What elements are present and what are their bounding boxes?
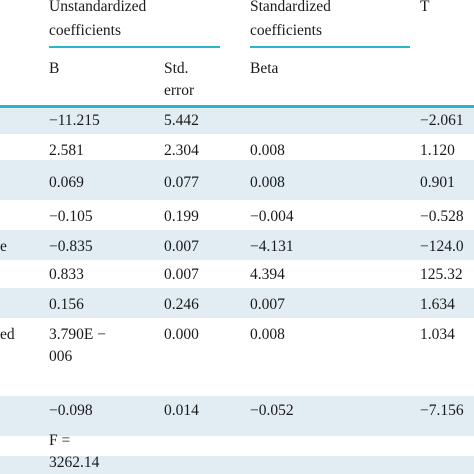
row-band <box>0 288 474 318</box>
table-cell-beta: 0.008 <box>250 174 285 191</box>
table-cell-b: 0.833 <box>49 266 84 283</box>
std-error-header-line1: Std. <box>164 60 189 77</box>
table-cell-t: −0.528 <box>420 208 464 225</box>
table-cell-t: −2.061 <box>420 112 464 129</box>
table-cell-b: 0.069 <box>49 174 84 191</box>
row-band <box>0 230 474 260</box>
table-cell-t: 125.32 <box>420 266 463 283</box>
table-cell-beta: −4.131 <box>250 238 294 255</box>
table-cell-se: 0.007 <box>164 238 199 255</box>
table-cell-se: 0.014 <box>164 402 199 419</box>
table-cell-b: 2.581 <box>49 142 84 159</box>
standardized-header-line2: coefficients <box>250 22 323 39</box>
header-bottom-rule <box>0 105 474 108</box>
table-cell-t: −7.156 <box>420 402 464 419</box>
unstandardized-header-line1: Unstandardized <box>49 0 147 15</box>
table-cell-se: 0.246 <box>164 296 199 313</box>
table-cell-t: 1.634 <box>420 296 455 313</box>
row-band <box>0 456 474 474</box>
table-cell-beta: −0.004 <box>250 208 294 225</box>
standardized-header-line1: Standardized <box>250 0 331 15</box>
table-cell-b: 3.790E − <box>49 326 106 343</box>
table-cell-beta: 0.008 <box>250 326 285 343</box>
table-cell-t: 1.120 <box>420 142 455 159</box>
table-cell-b-continued: 006 <box>49 348 73 365</box>
table-row-label: e <box>0 238 7 255</box>
t-header: T <box>420 0 430 15</box>
table-cell-se: 0.077 <box>164 174 199 191</box>
row-band <box>0 160 474 200</box>
table-cell-beta: 0.008 <box>250 142 285 159</box>
unstandardized-underline <box>49 46 220 48</box>
table-cell-b: −0.835 <box>49 238 93 255</box>
table-cell-se: 0.000 <box>164 326 199 343</box>
f-statistic-line2: 3262.14 <box>49 454 100 471</box>
table-cell-beta: 4.394 <box>250 266 285 283</box>
table-cell-b: 0.156 <box>49 296 84 313</box>
table-cell-b: −11.215 <box>49 112 100 129</box>
table-cell-se: 5.442 <box>164 112 199 129</box>
row-band <box>0 396 474 436</box>
table-cell-b: −0.105 <box>49 208 93 225</box>
std-error-header-line2: error <box>164 82 195 99</box>
beta-header: Beta <box>250 60 279 77</box>
b-header: B <box>49 60 60 77</box>
table-cell-b: −0.098 <box>49 402 93 419</box>
standardized-underline <box>250 46 410 48</box>
table-cell-beta: −0.052 <box>250 402 294 419</box>
unstandardized-header-line2: coefficients <box>49 22 122 39</box>
table-cell-t: 0.901 <box>420 174 455 191</box>
table-row-label: ed <box>0 326 15 343</box>
table-cell-t: −124.0 <box>420 238 464 255</box>
table-cell-t: 1.034 <box>420 326 455 343</box>
table-cell-se: 0.007 <box>164 266 199 283</box>
f-statistic-line1: F = <box>49 432 71 449</box>
table-cell-beta: 0.007 <box>250 296 285 313</box>
row-band <box>0 108 474 134</box>
table-cell-se: 2.304 <box>164 142 199 159</box>
table-cell-se: 0.199 <box>164 208 199 225</box>
